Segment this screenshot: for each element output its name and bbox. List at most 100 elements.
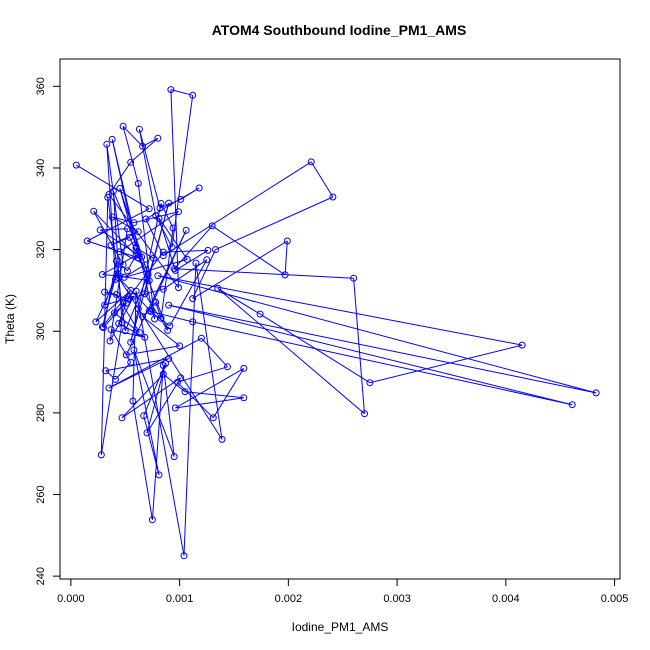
series-segment [353, 278, 365, 414]
data-point [170, 265, 178, 273]
series-segment [158, 217, 188, 260]
data-point [180, 552, 188, 560]
series-segment [125, 230, 187, 356]
x-tick-label: 0.002 [275, 593, 303, 605]
series-segment [135, 291, 185, 556]
data-point [90, 207, 98, 215]
data-point [101, 288, 109, 296]
data-point [203, 256, 211, 264]
data-point [171, 404, 179, 412]
data-point [118, 319, 126, 327]
data-point [240, 364, 248, 372]
series-segment [119, 188, 137, 248]
data-point [118, 414, 126, 422]
data-point [107, 241, 115, 249]
series-segment [132, 400, 153, 520]
data-point [130, 346, 138, 354]
y-tick-label: 340 [35, 159, 47, 177]
series-layer [72, 86, 600, 560]
y-tick-label: 320 [35, 240, 47, 258]
data-point [175, 208, 182, 216]
series-segment [146, 363, 166, 434]
data-point [110, 309, 118, 317]
x-tick-label: 0.000 [57, 593, 85, 605]
data-point [141, 290, 149, 298]
data-point [129, 397, 137, 405]
data-point [100, 324, 107, 332]
series-segment [87, 240, 139, 259]
y-tick-label: 360 [35, 77, 47, 95]
series-segment [201, 337, 228, 368]
series-segment [123, 264, 146, 278]
series-segment [284, 240, 288, 275]
data-point [105, 384, 113, 392]
series-segment [215, 196, 334, 251]
series-segment [138, 129, 161, 209]
series-segment [110, 231, 139, 246]
data-point [218, 435, 226, 443]
data-point [141, 261, 149, 269]
data-point [142, 215, 150, 223]
series-segment [192, 321, 573, 406]
data-point [132, 244, 140, 252]
series-segment [192, 240, 288, 300]
series-segment [106, 144, 124, 265]
series-segment [175, 249, 209, 271]
data-point [175, 284, 182, 292]
data-point [139, 313, 147, 321]
data-point [114, 265, 122, 273]
data-point [121, 327, 129, 335]
data-point [139, 142, 147, 150]
series-segment [168, 304, 597, 394]
series-segment [109, 228, 128, 342]
data-point [113, 257, 120, 265]
data-point [159, 370, 167, 378]
series-segment [137, 183, 156, 320]
data-point [112, 375, 119, 383]
series-segment [184, 391, 244, 399]
series-segment [157, 275, 597, 394]
data-point [116, 272, 124, 280]
series-segment [110, 329, 132, 363]
data-point [176, 342, 184, 350]
series-segment [124, 274, 149, 331]
data-point [92, 318, 100, 326]
data-point [101, 301, 109, 309]
series-segment [183, 263, 197, 556]
series-segment [175, 397, 244, 409]
data-point [132, 287, 140, 295]
data-point [214, 284, 222, 292]
series-segment [130, 137, 159, 163]
data-point [145, 205, 153, 213]
data-point [156, 204, 164, 212]
data-point [152, 298, 160, 306]
data-point [177, 195, 185, 203]
data-point [166, 322, 174, 330]
data-point [120, 273, 128, 281]
data-point [155, 214, 163, 222]
data-point [123, 225, 131, 233]
series-segment [171, 95, 194, 248]
data-point [97, 451, 105, 459]
series-segment [121, 373, 164, 419]
series-segment [108, 162, 132, 195]
series-segment [102, 254, 137, 275]
data-point [518, 341, 526, 349]
series-segment [116, 260, 128, 272]
data-point [127, 338, 135, 346]
series-segment [114, 312, 140, 333]
data-point [181, 388, 189, 396]
data-point [204, 246, 212, 254]
data-point [105, 191, 113, 198]
data-point [126, 233, 134, 241]
data-point [135, 125, 143, 133]
x-axis: 0.000 0.001 0.002 0.003 0.004 0.005 [57, 578, 628, 605]
series-segment [170, 89, 179, 288]
data-point [135, 329, 143, 336]
data-point [361, 410, 368, 418]
data-point [171, 266, 179, 274]
data-point [83, 237, 91, 245]
data-point [192, 259, 200, 267]
